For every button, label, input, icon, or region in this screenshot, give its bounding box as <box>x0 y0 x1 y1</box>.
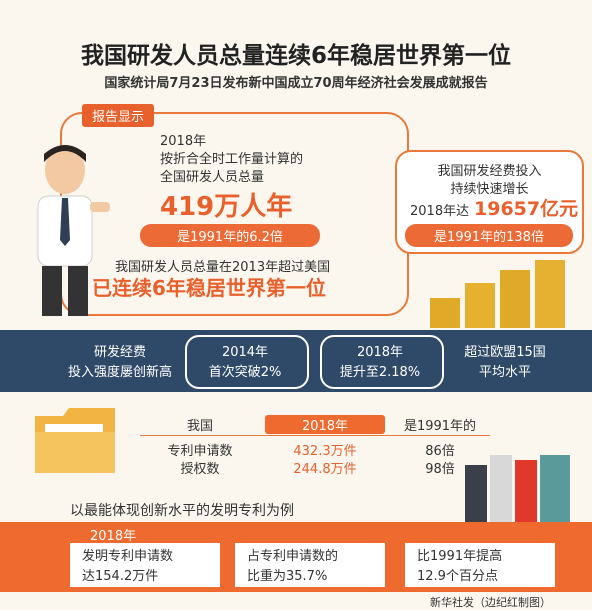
table-cell: 98倍 <box>425 462 455 477</box>
table-cell: 授权数 <box>180 462 220 477</box>
intro: 以最能体现创新水平的发明专利为例 <box>70 503 294 519</box>
table-rule <box>140 435 490 436</box>
band-text: 研发经费 <box>93 345 146 360</box>
cell-text: 12.9个百分点 <box>417 569 498 584</box>
band-text: 2014年 <box>221 345 269 360</box>
amount: 19657亿元 <box>474 198 579 220</box>
bubble <box>185 335 309 389</box>
note: 我国研发人员总量在2013年超过美国 <box>115 260 331 275</box>
big-number: 419万人年 <box>160 192 293 222</box>
cell-text: 比1991年提高 <box>417 549 503 564</box>
cell-text: 达154.2万件 <box>82 569 159 584</box>
cell-box <box>235 543 385 587</box>
table-header: 我国 <box>186 419 213 434</box>
table-cell: 432.3万件 <box>293 444 357 459</box>
year: 2018年 <box>160 134 207 149</box>
band-text: 2018年 <box>356 345 404 360</box>
band-text: 提升至2.18% <box>339 365 421 380</box>
tag: 报告显示 <box>82 104 155 127</box>
table-header: 是1991年的 <box>403 419 477 434</box>
credit: 新华社发（边纪红制图） <box>430 596 551 609</box>
text-line: 持续快速增长 <box>450 182 529 197</box>
folder-icon <box>35 408 115 473</box>
text-line: 按折合全时工作量计算的 <box>160 152 304 167</box>
band-text: 首次突破2% <box>208 365 282 380</box>
cell-text: 发明专利申请数 <box>82 549 174 564</box>
subtitle: 国家统计局7月23日发布新中国成立70周年经济社会发展成就报告 <box>104 76 488 91</box>
band-text: 平均水平 <box>478 365 531 380</box>
table-cell: 专利申请数 <box>167 444 233 459</box>
cell-box <box>70 543 220 587</box>
ratio-badge: 是1991年的138倍 <box>405 224 573 247</box>
ratio-badge: 是1991年的6.2倍 <box>140 224 320 247</box>
cell-text: 占专利申请数的 <box>247 549 339 564</box>
table-cell: 86倍 <box>425 444 455 459</box>
band-text: 投入强度屡创新高 <box>67 365 172 380</box>
band-text: 超过欧盟15国 <box>464 345 546 360</box>
text-line: 我国研发经费投入 <box>437 164 542 179</box>
bubble <box>320 335 444 389</box>
cell-text: 比重为35.7% <box>247 569 328 584</box>
table-header: 2018年 <box>265 415 385 434</box>
title: 我国研发人员总量连续6年稳居世界第一位 <box>80 43 511 69</box>
person-icon <box>37 145 110 316</box>
table-cell: 244.8万件 <box>293 462 357 477</box>
highlight: 已连续6年稳居世界第一位 <box>92 276 326 300</box>
coins-icon <box>430 260 565 328</box>
prefix: 2018年达 <box>410 204 470 219</box>
text-line: 全国研发人员总量 <box>160 170 265 185</box>
cell-box <box>405 543 555 587</box>
year: 2018年 <box>90 529 137 544</box>
